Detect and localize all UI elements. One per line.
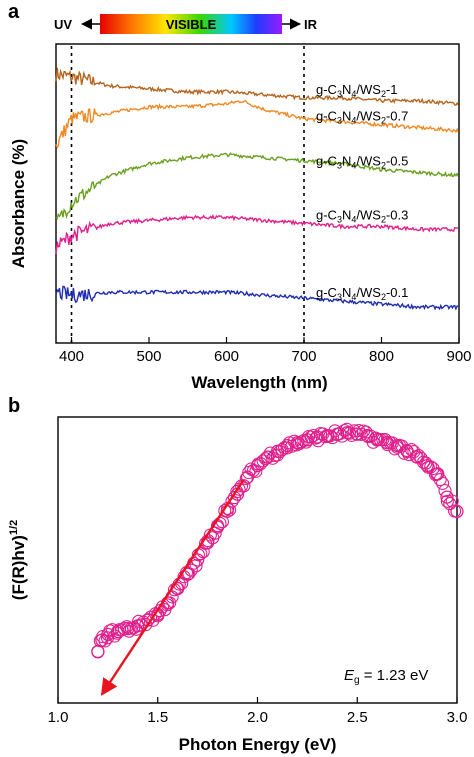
series-label-3: g-C3N4/WS2-0.3 [316, 207, 408, 224]
data-marker [424, 460, 438, 474]
x-tick-label-a-800: 800 [369, 348, 394, 365]
data-marker [304, 430, 318, 444]
data-marker [397, 446, 411, 460]
x-axis-title-a: Wavelength (nm) [191, 373, 327, 392]
data-marker [369, 431, 383, 445]
data-marker [443, 497, 457, 511]
x-tick-label-a-900: 900 [446, 348, 471, 365]
data-marker [438, 484, 452, 498]
data-marker [273, 445, 287, 459]
data-marker [270, 448, 285, 462]
x-tick-label-a-700: 700 [291, 348, 316, 365]
tangent-line [100, 479, 245, 696]
x-axis-title-b: Photon Energy (eV) [179, 735, 337, 754]
bandgap-label: Eg = 1.23 eV [344, 667, 428, 686]
data-marker [237, 479, 251, 493]
panel-letter-a: a [8, 1, 20, 23]
data-marker [352, 424, 366, 438]
series-label-1: g-C3N4/WS2-0.7 [316, 109, 408, 126]
eg-symbol: E [344, 667, 355, 684]
data-marker [91, 645, 105, 659]
data-marker [256, 454, 270, 468]
data-marker [254, 457, 268, 471]
x-tick-label-b-1.0: 1.0 [48, 709, 69, 726]
eg-value: = 1.23 eV [360, 667, 429, 684]
series-line-1 [55, 99, 459, 149]
data-marker [335, 429, 349, 443]
data-marker [127, 621, 141, 635]
series-label-4: g-C3N4/WS2-0.1 [316, 285, 408, 302]
data-marker [261, 450, 275, 464]
panel-a-chart: g-C3N4/WS2-1 g-C3N4/WS2-0.7 g-C3N4/WS2-0.5… [9, 43, 472, 392]
data-marker [385, 436, 399, 450]
data-marker [433, 473, 447, 487]
series-line-3 [55, 213, 459, 255]
x-tick-label-b-1.5: 1.5 [147, 709, 168, 726]
data-marker [144, 610, 158, 624]
scatter-markers [91, 422, 464, 659]
spectrum-gradient [100, 14, 282, 34]
data-point-4 [121, 621, 135, 636]
series-label-2: g-C3N4/WS2-0.5 [316, 154, 408, 171]
uv-label: UV [54, 17, 72, 32]
spectrum-bar: UV VISIBLE IR [54, 14, 318, 34]
y-axis-title-a: Absorbance (%) [9, 139, 28, 268]
data-marker [146, 613, 160, 627]
x-tick-label-b-2.0: 2.0 [247, 709, 268, 726]
data-marker [412, 449, 426, 463]
y-axis-title-b: (F(R)hv)1/2 [8, 520, 28, 600]
data-marker [132, 614, 146, 628]
data-marker [232, 482, 246, 496]
series-line-0 [55, 67, 459, 107]
data-marker [189, 559, 203, 573]
data-marker [426, 461, 440, 476]
series-line-4 [55, 285, 459, 311]
ir-label: IR [304, 17, 318, 32]
data-marker [395, 439, 409, 453]
visible-label: VISIBLE [166, 17, 217, 32]
x-tick-label-a-400: 400 [59, 348, 84, 365]
eg-subscript: g [354, 675, 360, 686]
x-tick-label-b-3.0: 3.0 [447, 709, 468, 726]
data-marker [440, 494, 454, 508]
panel-b-chart: 1.0 1.5 2.0 2.5 3.0 Photon Energy (eV) (F(R)hv… [8, 416, 468, 754]
panel-letter-b: b [8, 395, 20, 417]
series-line-2 [55, 152, 459, 220]
x-tick-label-a-600: 600 [214, 348, 239, 365]
data-marker [448, 504, 462, 518]
data-marker [249, 464, 263, 478]
x-tick-label-a-500: 500 [136, 348, 161, 365]
data-marker [445, 494, 459, 508]
data-marker [122, 624, 136, 638]
data-marker [436, 476, 450, 490]
plot-frame-a [55, 43, 460, 344]
x-tick-label-b-2.5: 2.5 [347, 709, 368, 726]
data-marker [414, 451, 428, 465]
series-label-0: g-C3N4/WS2-1 [316, 82, 398, 99]
